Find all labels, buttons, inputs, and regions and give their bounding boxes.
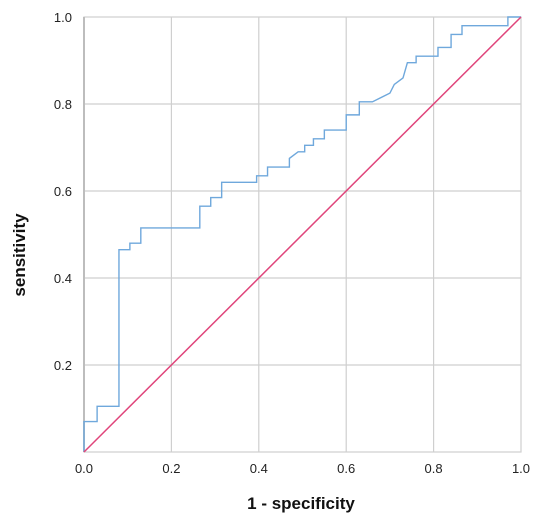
y-tick-label: 0.2 (54, 358, 72, 373)
y-tick-label: 0.4 (54, 271, 72, 286)
x-tick-label: 0.0 (75, 461, 93, 476)
x-tick-labels: 0.0 0.2 0.4 0.6 0.8 1.0 (75, 461, 530, 476)
x-tick-label: 0.2 (162, 461, 180, 476)
x-tick-label: 0.4 (250, 461, 268, 476)
x-tick-label: 0.6 (337, 461, 355, 476)
grid-lines (84, 17, 521, 452)
series-group (83, 16, 522, 453)
y-tick-label: 0.6 (54, 184, 72, 199)
reference-diagonal-line (83, 16, 522, 453)
x-tick-label: 0.8 (425, 461, 443, 476)
y-tick-label: 0.8 (54, 97, 72, 112)
y-tick-labels: 0.2 0.4 0.6 0.8 1.0 (54, 10, 72, 373)
x-tick-label: 1.0 (512, 461, 530, 476)
x-axis-title: 1 - specificity (247, 494, 355, 513)
y-tick-label: 1.0 (54, 10, 72, 25)
y-axis-title: sensitivity (10, 213, 29, 297)
roc-curve-line (83, 16, 521, 452)
